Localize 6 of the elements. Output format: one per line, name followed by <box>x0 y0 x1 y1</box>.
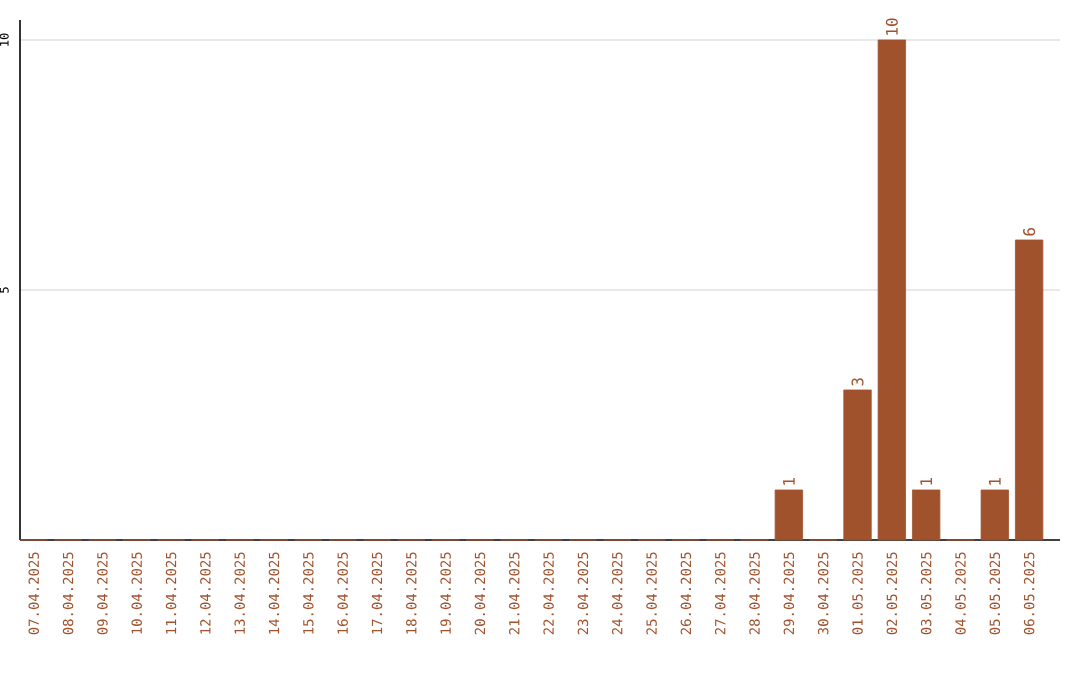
bar <box>843 389 872 541</box>
bar <box>1015 239 1044 541</box>
bar <box>912 489 941 541</box>
bar <box>877 39 906 541</box>
bar <box>774 489 803 541</box>
bar <box>980 489 1009 541</box>
